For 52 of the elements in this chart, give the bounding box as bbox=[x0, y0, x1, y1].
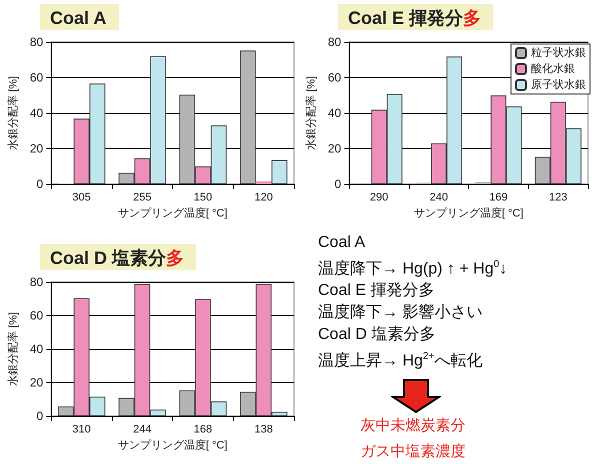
y-tick-label: 0 bbox=[36, 177, 44, 191]
x-tick-label: 138 bbox=[254, 424, 273, 436]
x-tick-label: 123 bbox=[548, 192, 568, 204]
y-tick-label: 40 bbox=[328, 106, 342, 120]
chart-title: Coal D 塩素分 bbox=[50, 248, 168, 268]
legend-label: 粒子状水銀 bbox=[531, 46, 586, 59]
y-tick-label: 60 bbox=[328, 70, 342, 84]
x-axis-title: サンプリング温度[ °C] bbox=[414, 206, 524, 220]
x-tick-label: 169 bbox=[489, 192, 508, 204]
chart-title: Coal A bbox=[50, 8, 106, 28]
y-tick-label: 0 bbox=[334, 177, 342, 191]
x-tick-label: 290 bbox=[370, 192, 388, 204]
text: Coal D 塩素分多 bbox=[318, 324, 436, 346]
y-tick-label: 20 bbox=[30, 142, 44, 156]
y-tick-label: 60 bbox=[30, 308, 44, 322]
legend-label: 酸化水銀 bbox=[531, 62, 575, 75]
x-axis-title: サンプリング温度[ °C] bbox=[118, 438, 228, 452]
text: 温度降下→ Hg(p) ↑ + Hg$^{0}$↓ bbox=[318, 258, 508, 280]
y-tick-label: 0 bbox=[36, 409, 44, 423]
x-tick-label: 168 bbox=[194, 424, 212, 436]
x-tick-label: 305 bbox=[72, 192, 91, 204]
x-tick-label: 120 bbox=[254, 192, 273, 204]
bar bbox=[240, 50, 256, 184]
y-tick-label: 80 bbox=[30, 35, 44, 49]
y-tick-label: 60 bbox=[30, 70, 44, 84]
y-tick-label: 20 bbox=[30, 376, 44, 390]
chart-subtitle: 多 bbox=[463, 8, 482, 28]
x-tick-label: 150 bbox=[194, 192, 212, 204]
y-tick-label: 80 bbox=[30, 275, 44, 289]
y-axis-title: 水銀分配率 [%] bbox=[6, 312, 20, 386]
text: Coal E 揮発分多 bbox=[318, 281, 436, 302]
y-axis-title: 水銀分配率 [%] bbox=[304, 76, 318, 150]
y-tick-label: 40 bbox=[30, 106, 44, 120]
chart-title: Coal E 揮発分 bbox=[348, 8, 464, 28]
bar bbox=[256, 181, 272, 184]
text: Coal A bbox=[318, 233, 366, 253]
x-tick-label: 310 bbox=[72, 424, 91, 436]
text: ガス中塩素濃度 bbox=[360, 442, 466, 462]
text: 灰中未燃炭素分 bbox=[360, 416, 466, 436]
y-tick-label: 80 bbox=[328, 35, 342, 49]
legend-label: 原子状水銀 bbox=[531, 78, 586, 91]
y-tick-label: 40 bbox=[30, 342, 44, 356]
y-axis-title: 水銀分配率 [%] bbox=[6, 76, 20, 150]
x-tick-label: 255 bbox=[133, 192, 152, 204]
text: 温度上昇→ Hg$^{2+}$へ転化 bbox=[318, 350, 484, 372]
x-tick-label: 244 bbox=[133, 424, 152, 436]
y-tick-label: 20 bbox=[328, 142, 342, 156]
chart-subtitle: 多 bbox=[166, 248, 184, 268]
text: 温度降下→ 影響小さい bbox=[318, 302, 484, 324]
bar bbox=[272, 160, 288, 184]
x-tick-label: 240 bbox=[430, 192, 448, 204]
x-axis-title: サンプリング温度[ °C] bbox=[118, 206, 228, 220]
